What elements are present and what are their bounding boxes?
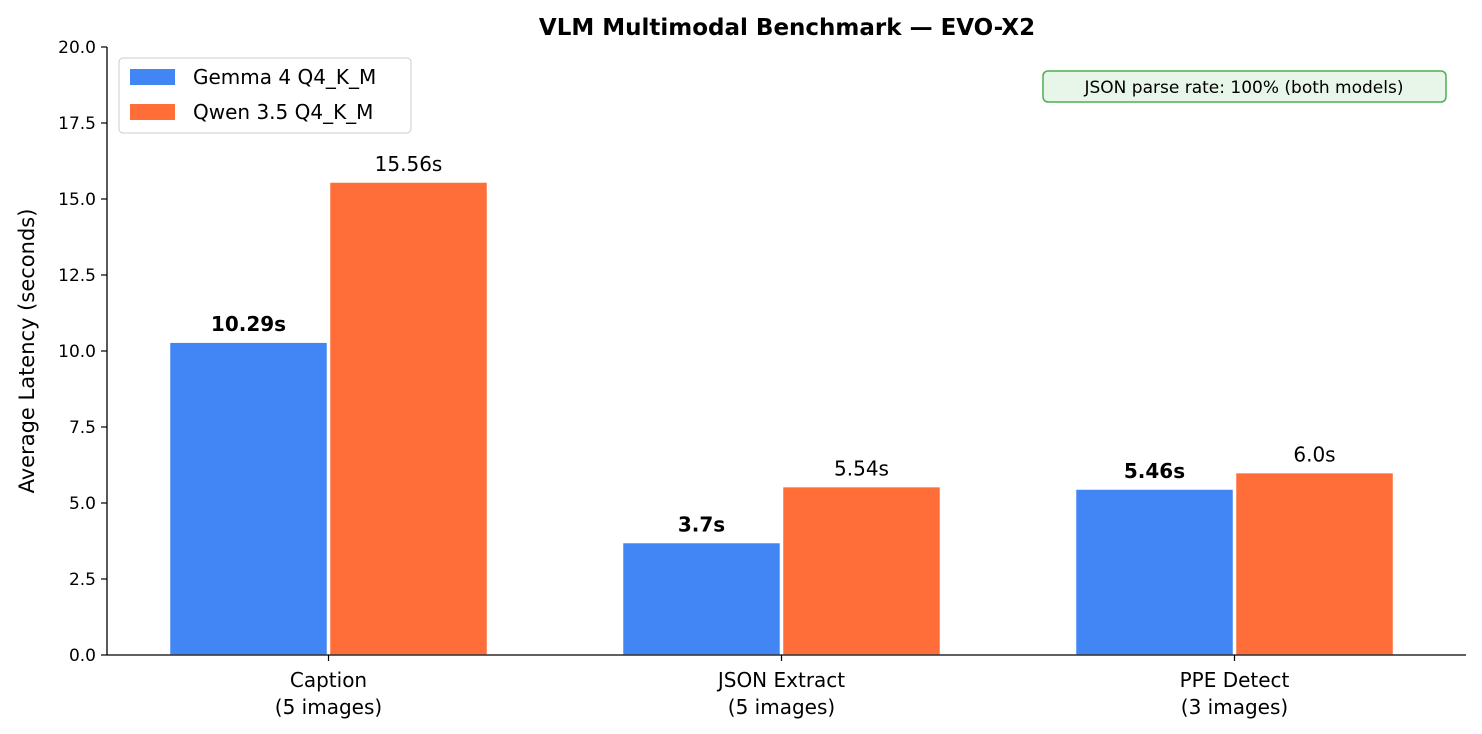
annotation-frame <box>1042 70 1447 103</box>
bar-qwen <box>781 485 942 656</box>
legend-label: Gemma 4 Q4_K_M <box>193 65 376 89</box>
bar-gemma <box>621 541 782 656</box>
y-tick-label: 10.0 <box>58 342 96 362</box>
y-tick-label: 12.5 <box>58 266 96 286</box>
y-tick-label: 7.5 <box>69 418 96 438</box>
y-tick-label: 15.0 <box>58 190 96 210</box>
y-tick-label: 17.5 <box>58 114 96 134</box>
bar-qwen <box>328 181 489 656</box>
x-tick-label-sub: (5 images) <box>275 695 382 719</box>
bar-value-label: 10.29s <box>211 312 286 336</box>
bar-value-label: 5.54s <box>834 457 889 481</box>
y-tick-label: 2.5 <box>69 570 96 590</box>
x-tick-label: Caption <box>290 668 367 692</box>
bar-value-label: 5.46s <box>1124 459 1185 483</box>
bar-value-label: 15.56s <box>375 152 443 176</box>
bar-gemma <box>1074 488 1235 656</box>
x-tick-label: JSON Extract <box>716 668 845 692</box>
legend: Gemma 4 Q4_K_M Qwen 3.5 Q4_K_M <box>118 57 412 134</box>
legend-frame <box>118 57 412 134</box>
annotation-box: JSON parse rate: 100% (both models) <box>1042 70 1447 103</box>
annotation-text: JSON parse rate: 100% (both models) <box>1084 78 1404 98</box>
legend-swatch <box>130 104 175 120</box>
y-tick-label: 5.0 <box>69 494 96 514</box>
y-tick-label: 20.0 <box>58 38 96 58</box>
x-tick-label: PPE Detect <box>1180 668 1290 692</box>
chart-title: VLM Multimodal Benchmark — EVO-X2 <box>539 15 1035 41</box>
axes: 0.0 2.5 5.0 7.5 10.0 12.5 15.0 17.5 20.0 Caption (… <box>58 38 1466 719</box>
legend-swatch <box>130 69 175 85</box>
x-tick-label-sub: (3 images) <box>1181 695 1288 719</box>
bar-value-label: 6.0s <box>1293 443 1335 467</box>
y-axis-label: Average Latency (seconds) <box>15 209 39 494</box>
y-tick-label: 0.0 <box>69 646 96 666</box>
bar-qwen <box>1234 471 1395 656</box>
legend-label: Qwen 3.5 Q4_K_M <box>193 100 373 124</box>
bar-value-label: 3.7s <box>678 513 725 537</box>
bar-gemma <box>168 341 329 656</box>
plot-area: 10.29s 15.56s 3.7s 5.54s 5.46s 6.0s <box>168 152 1395 656</box>
x-tick-label-sub: (5 images) <box>728 695 835 719</box>
